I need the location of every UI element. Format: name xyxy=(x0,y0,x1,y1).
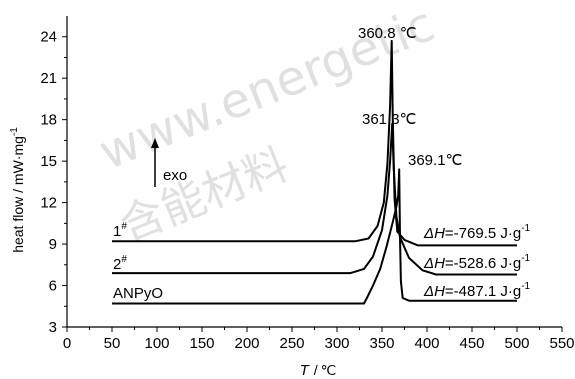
y-tick-label: 9 xyxy=(49,236,57,253)
series-line-2 xyxy=(112,122,517,276)
axes: 0 50 100 150 200 250 300 350 400 450 500 5503691215… xyxy=(40,16,575,352)
y-tick-label: 18 xyxy=(40,112,57,129)
enthalpy-unit: J·g xyxy=(500,255,521,272)
y-tick-label: 15 xyxy=(40,153,57,170)
y-tick-label: 6 xyxy=(49,278,57,295)
x-tick-label: 0 xyxy=(63,335,71,352)
series-line-3 xyxy=(112,168,517,305)
enthalpy-unit-superscript: -1 xyxy=(521,281,530,292)
y-tick-label: 21 xyxy=(40,70,57,87)
x-tick-label: 150 xyxy=(189,335,214,352)
enthalpy-unit: J·g xyxy=(500,225,521,242)
enthalpy-label-2: ΔH=-528.6 J·g-1 xyxy=(423,253,531,272)
enthalpy-label-3: ΔH=-487.1 J·g-1 xyxy=(423,281,531,300)
series-label-name: 1 xyxy=(113,223,121,240)
enthalpy-unit-superscript: -1 xyxy=(521,223,530,234)
series-label-superscript: # xyxy=(121,221,127,232)
exo-annotation: exo xyxy=(151,138,187,187)
x-tick-label: 500 xyxy=(504,335,529,352)
enthalpy-unit: J·g xyxy=(500,283,521,300)
x-tick-label: 550 xyxy=(549,335,574,352)
series-label-name: ANPyO xyxy=(113,285,163,302)
x-tick-label: 100 xyxy=(144,335,169,352)
x-tick-label: 350 xyxy=(369,335,394,352)
enthalpy-unit-superscript: -1 xyxy=(521,253,530,264)
y-tick-label: 12 xyxy=(40,195,57,212)
x-tick-label: 200 xyxy=(234,335,259,352)
enthalpy-value: =-487.1 xyxy=(445,283,500,300)
plot-area: 1#360.8 ℃ΔH=-769.5 J·g-12#361.3℃ΔH=-528.… xyxy=(112,25,531,305)
series-label-name: 2 xyxy=(113,256,121,273)
y-axis-title: heat flow / mW·mg-1 xyxy=(9,127,26,253)
y-tick-label: 24 xyxy=(40,29,57,46)
exo-arrow-icon xyxy=(151,138,159,148)
x-tick-label: 250 xyxy=(279,335,304,352)
x-tick-label: 50 xyxy=(104,335,121,352)
x-axis-title: T / ℃ xyxy=(300,362,337,379)
series-label-superscript: # xyxy=(121,254,127,265)
enthalpy-value: =-528.6 xyxy=(445,255,500,272)
peak-label-2: 361.3℃ xyxy=(362,111,416,128)
enthalpy-symbol: ΔH xyxy=(423,225,445,242)
x-tick-label: 300 xyxy=(324,335,349,352)
x-tick-label: 400 xyxy=(414,335,439,352)
peak-label-1: 360.8 ℃ xyxy=(358,25,417,42)
series-label-1: 1# xyxy=(113,221,127,240)
x-tick-label: 450 xyxy=(459,335,484,352)
series-line-1 xyxy=(112,39,517,247)
series-label-2: 2# xyxy=(113,254,127,273)
exo-label: exo xyxy=(163,167,187,184)
enthalpy-value: =-769.5 xyxy=(445,225,500,242)
y-tick-label: 3 xyxy=(49,319,57,336)
series-label-3: ANPyO xyxy=(113,285,163,302)
enthalpy-symbol: ΔH xyxy=(423,283,445,300)
enthalpy-label-1: ΔH=-769.5 J·g-1 xyxy=(423,223,531,242)
peak-label-3: 369.1℃ xyxy=(408,152,462,169)
enthalpy-symbol: ΔH xyxy=(423,255,445,272)
